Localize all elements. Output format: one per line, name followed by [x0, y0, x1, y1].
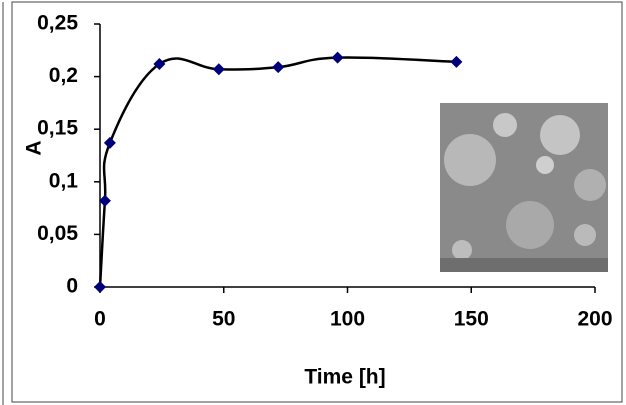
- data-point: [450, 55, 463, 68]
- inset-image: [440, 103, 608, 272]
- y-tick-label: 0,1: [49, 169, 79, 192]
- y-tick-label: 0,15: [37, 117, 78, 140]
- data-point: [153, 57, 166, 70]
- y-tick-label: 0,25: [37, 12, 78, 35]
- x-tick-label: 50: [212, 308, 235, 331]
- x-axis-title: Time [h]: [304, 366, 385, 389]
- data-point: [103, 136, 116, 149]
- data-line: [98, 56, 457, 288]
- x-tick-label: 150: [454, 308, 489, 331]
- y-axis-title: A: [23, 140, 46, 155]
- y-tick-label: 0,05: [37, 222, 78, 245]
- x-tick-label: 0: [94, 308, 106, 331]
- y-tick-label: 0,2: [49, 64, 78, 87]
- data-point: [212, 63, 225, 76]
- y-tick-label: 0: [66, 275, 78, 298]
- frame: [11, 1, 623, 403]
- data-point: [98, 194, 111, 207]
- data-point: [331, 51, 344, 64]
- x-tick-label: 200: [577, 308, 612, 331]
- data-point: [94, 281, 106, 293]
- x-tick-label: 100: [330, 308, 365, 331]
- data-point: [272, 61, 285, 74]
